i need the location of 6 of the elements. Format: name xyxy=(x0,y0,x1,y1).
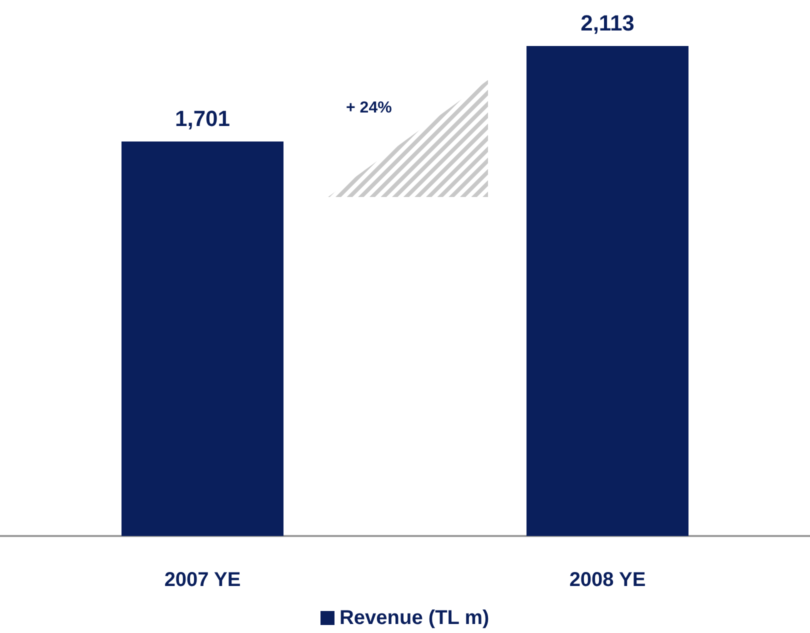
legend-label: Revenue (TL m) xyxy=(339,607,490,629)
annotation: + 24% xyxy=(346,100,392,116)
x-tick-label: 2007 YE xyxy=(164,569,241,591)
x-tick-label: 2008 YE xyxy=(569,569,646,591)
data-label: 1,701 xyxy=(174,106,230,132)
data-label: 2,113 xyxy=(580,10,634,36)
